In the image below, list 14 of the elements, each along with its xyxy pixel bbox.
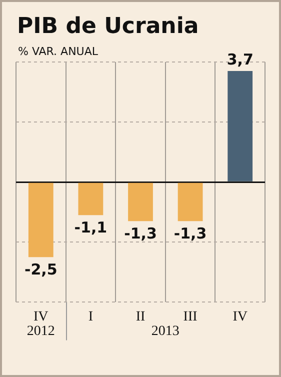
chart-title: PIB de Ucrania [17, 14, 199, 39]
x-tick-label: I [88, 309, 94, 324]
data-label: -1,3 [174, 224, 207, 243]
text: 2012 [26, 324, 55, 339]
x-tick-label: II [136, 309, 146, 324]
chart-subtitle: % VAR. ANUAL [18, 45, 98, 58]
data-label: -2,5 [24, 260, 58, 279]
x-tick-label: III [183, 309, 198, 324]
text: 2013 [151, 324, 180, 339]
x-tick-label: IV [34, 309, 48, 324]
x-tick-label: IV [232, 309, 248, 324]
data-label: -1,1 [74, 218, 108, 237]
data-label: 3,7 [226, 50, 254, 68]
data-label: -1,3 [124, 224, 157, 243]
